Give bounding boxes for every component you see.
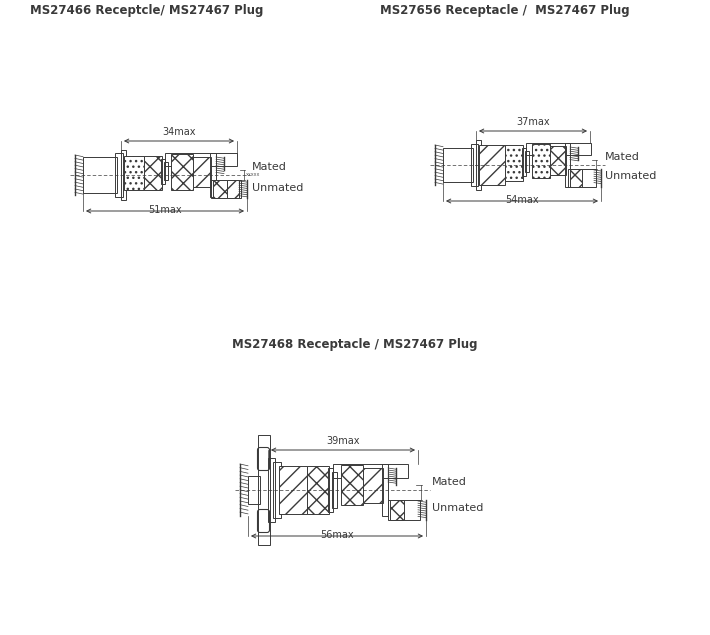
Bar [333, 464, 408, 478]
Text: 39max: 39max [327, 436, 360, 446]
Bar [268, 458, 275, 522]
Bar [213, 180, 227, 198]
Bar [341, 465, 363, 505]
Bar [144, 156, 162, 190]
Bar [273, 462, 281, 518]
Text: MS27466 Receptcle/ MS27467 Plug: MS27466 Receptcle/ MS27467 Plug [30, 4, 263, 17]
Bar [124, 156, 144, 190]
Text: 34max: 34max [163, 127, 196, 137]
Bar [476, 140, 481, 190]
Bar [568, 169, 596, 187]
Text: Unmated: Unmated [252, 183, 303, 193]
Bar [565, 143, 570, 187]
Bar [479, 145, 505, 185]
Text: Unmated: Unmated [432, 503, 484, 513]
Text: Unmated: Unmated [605, 171, 656, 181]
Bar [328, 468, 333, 512]
Bar [171, 154, 193, 190]
Text: Mated: Mated [252, 162, 287, 172]
Bar [471, 144, 478, 186]
Bar [83, 157, 117, 193]
Text: 51max: 51max [148, 205, 182, 215]
Bar [211, 180, 241, 198]
Bar [307, 466, 329, 514]
Bar [279, 466, 307, 514]
Bar [248, 476, 260, 504]
Bar [332, 472, 337, 508]
Bar [164, 162, 168, 180]
Text: XXXXX: XXXXX [246, 173, 261, 177]
Bar [115, 153, 123, 197]
Bar [388, 500, 420, 520]
Bar [258, 435, 270, 545]
Bar [505, 145, 523, 181]
Text: 56max: 56max [320, 530, 354, 540]
Bar [165, 153, 237, 166]
Text: MS27656 Receptacle /  MS27467 Plug: MS27656 Receptacle / MS27467 Plug [380, 4, 630, 17]
Bar [363, 468, 383, 503]
Bar [526, 143, 591, 155]
Bar [550, 146, 566, 175]
Text: MS27468 Receptacle / MS27467 Plug: MS27468 Receptacle / MS27467 Plug [232, 338, 478, 351]
Bar [210, 153, 216, 197]
Bar [525, 151, 529, 172]
Bar [121, 150, 126, 200]
Bar [522, 148, 526, 176]
Text: 54max: 54max [506, 195, 539, 205]
Text: 37max: 37max [516, 117, 550, 127]
Bar [161, 159, 165, 184]
Bar [443, 148, 473, 182]
Bar [532, 144, 550, 178]
Bar [193, 157, 211, 187]
Bar [227, 180, 239, 198]
Bar [570, 169, 582, 187]
Bar [390, 500, 404, 520]
Text: Mated: Mated [605, 152, 640, 162]
Bar [382, 464, 388, 516]
Text: Mated: Mated [432, 477, 467, 487]
